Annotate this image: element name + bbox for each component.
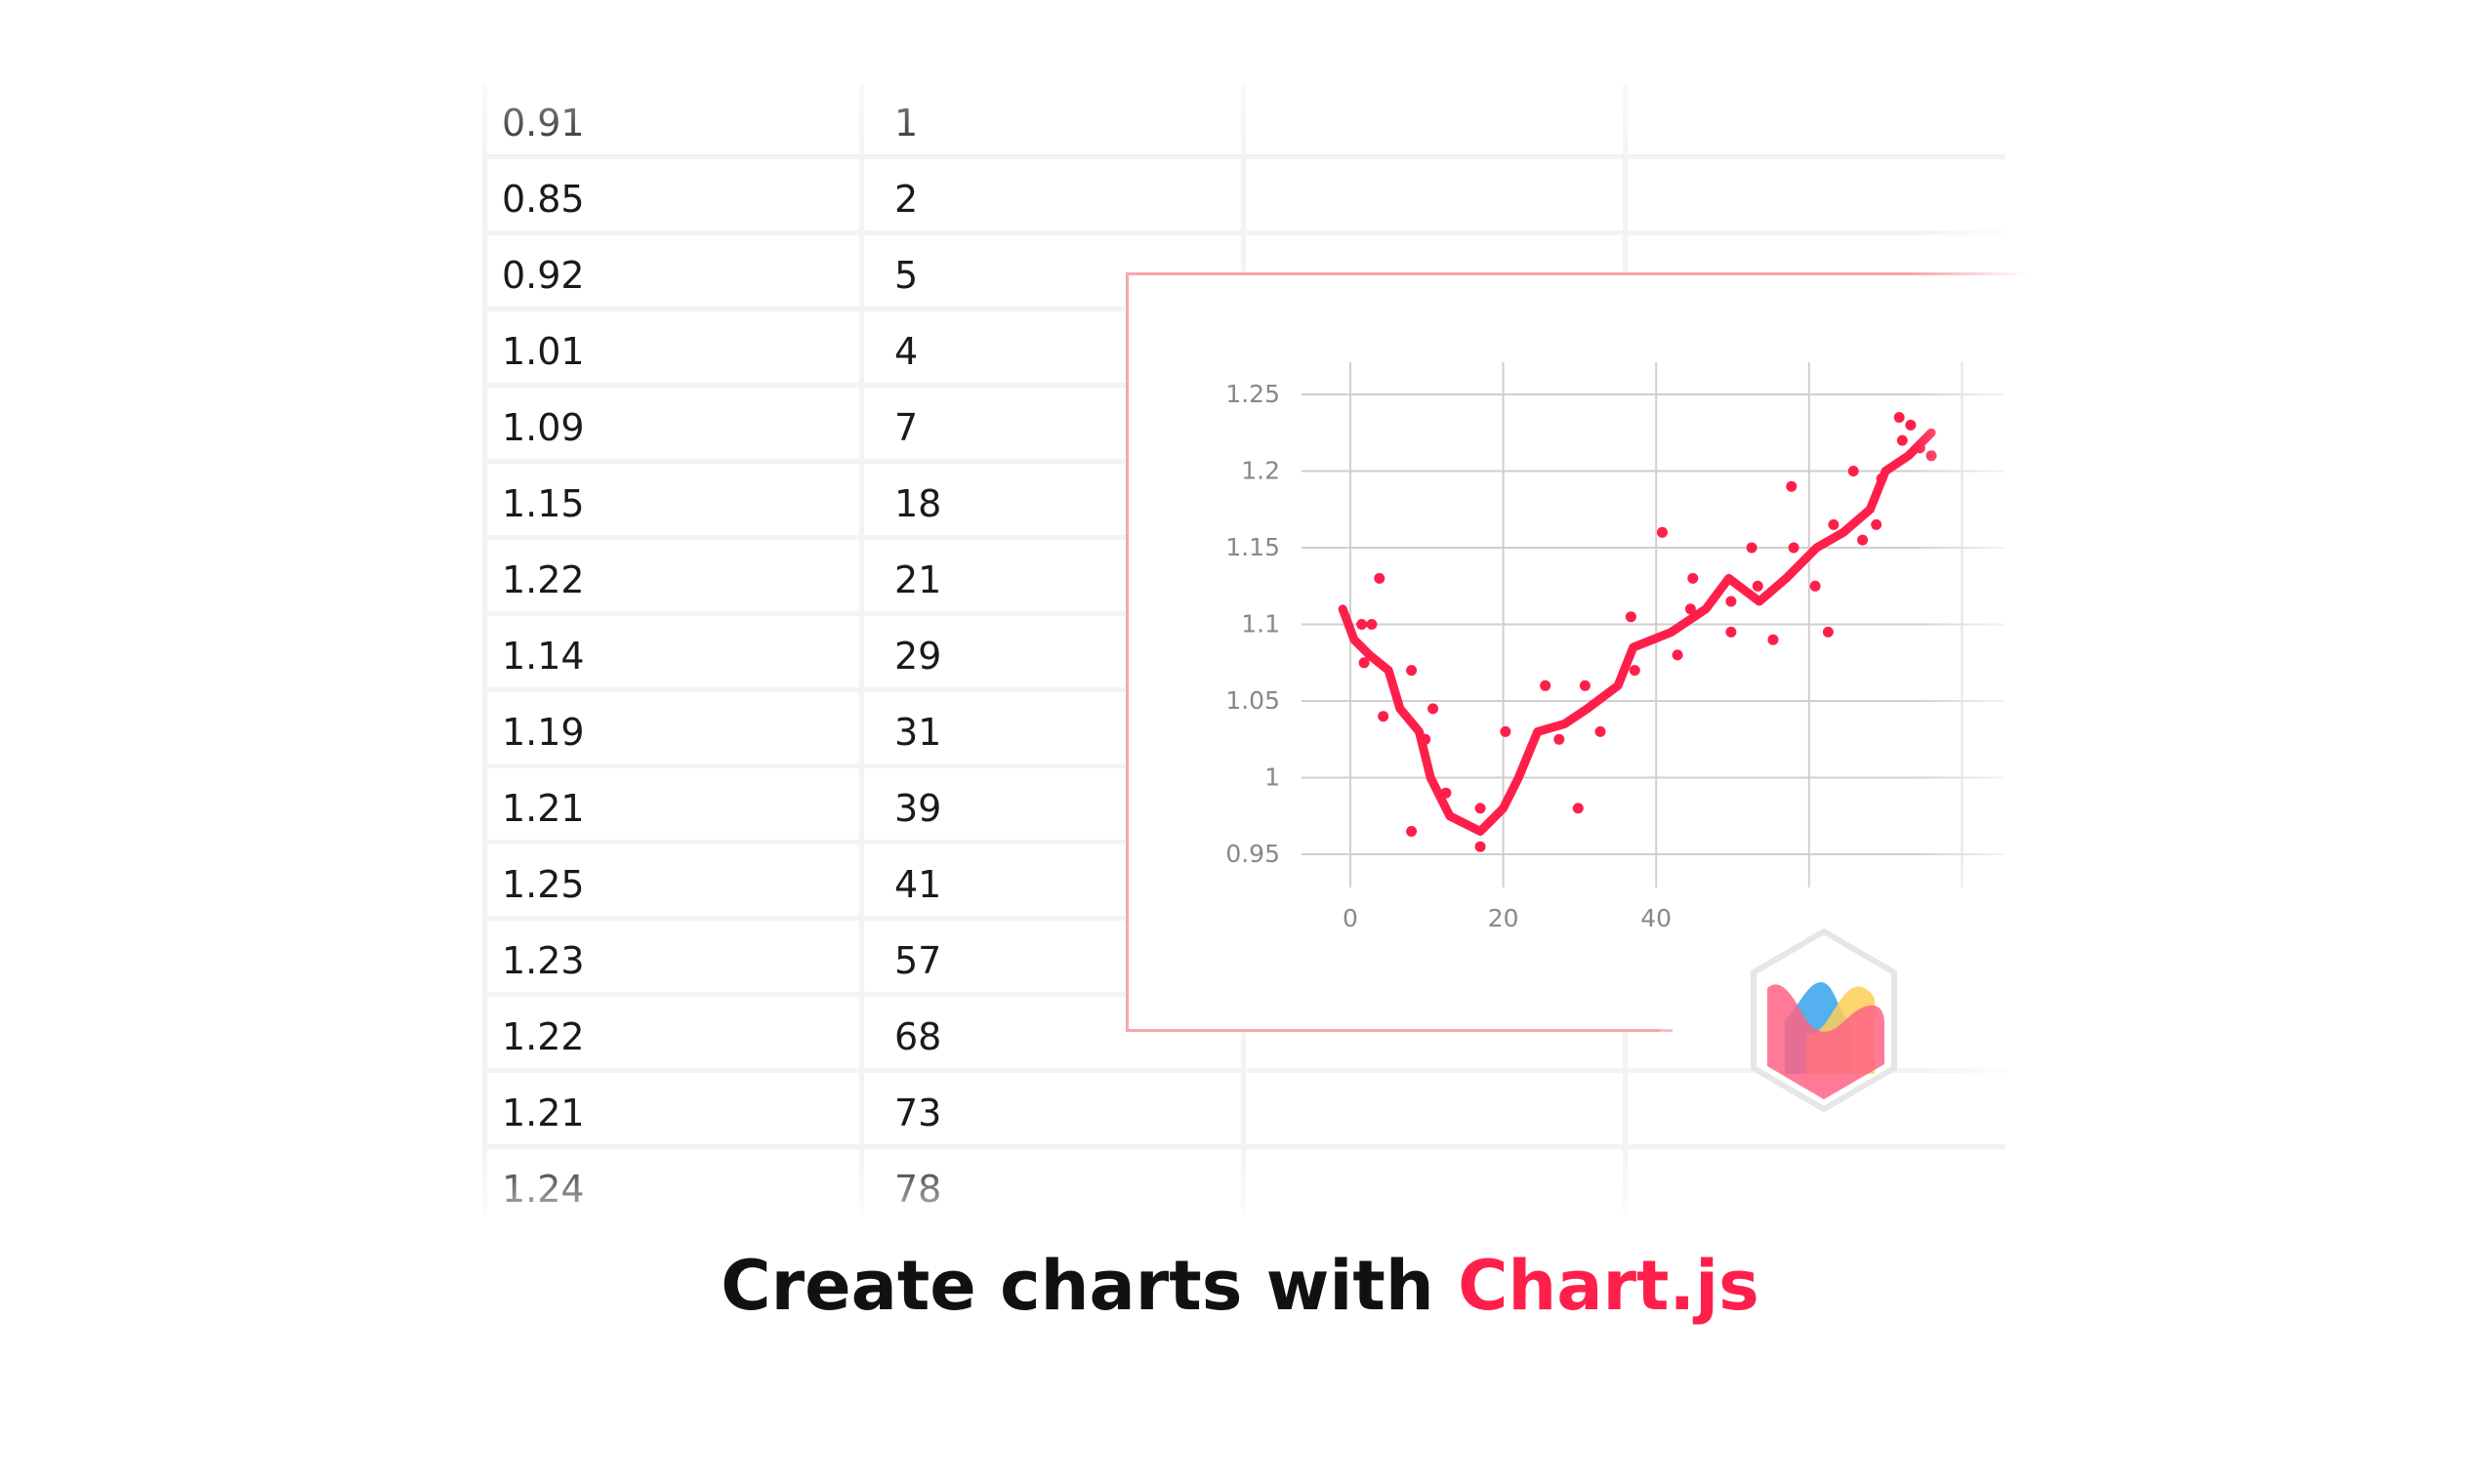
- table-row: 1.21 73: [482, 1073, 2005, 1149]
- data-point: [1366, 619, 1378, 630]
- trend-line: [1338, 428, 1936, 836]
- table-cell: 1.09: [502, 406, 585, 449]
- data-point: [1378, 711, 1389, 722]
- data-point: [1474, 841, 1486, 852]
- table-cell: 5: [894, 254, 919, 297]
- table-cell: 31: [894, 711, 942, 754]
- table-cell: 7: [894, 406, 919, 449]
- table-row: 0.85 2: [482, 159, 2005, 235]
- data-point: [1406, 665, 1418, 677]
- data-point: [1553, 733, 1565, 745]
- table-cell: 21: [894, 558, 942, 601]
- data-point: [1672, 649, 1683, 661]
- table-cell: 1.25: [502, 863, 585, 906]
- data-point: [1420, 733, 1431, 745]
- table-cell: 0.91: [502, 102, 585, 144]
- data-point: [1572, 803, 1584, 814]
- data-point: [1857, 534, 1869, 546]
- data-point: [1684, 603, 1696, 615]
- data-point: [1500, 725, 1511, 737]
- data-point: [1356, 619, 1368, 630]
- y-tick-label: 1.2: [1241, 457, 1280, 485]
- data-point: [1406, 826, 1418, 837]
- data-point: [1374, 572, 1385, 584]
- table-cell: 1.21: [502, 1092, 585, 1134]
- caption-brand: Chart.js: [1458, 1246, 1759, 1326]
- table-cell: 1.01: [502, 330, 585, 373]
- column-divider: [859, 83, 864, 1216]
- caption-text: Create charts with: [721, 1246, 1459, 1326]
- data-point: [1474, 803, 1486, 814]
- data-point: [1625, 611, 1636, 623]
- data-point: [1896, 434, 1908, 446]
- data-point: [1752, 580, 1763, 592]
- table-cell: 1.24: [502, 1168, 585, 1211]
- data-point: [1629, 665, 1640, 677]
- table-cell: 68: [894, 1015, 942, 1058]
- table-row: 1.22 68: [482, 997, 2005, 1073]
- data-point: [1358, 657, 1370, 669]
- table-cell: 4: [894, 330, 919, 373]
- y-tick-label: 1.15: [1225, 533, 1280, 561]
- x-tick-label: 0: [1343, 904, 1358, 932]
- table-cell: 2: [894, 178, 919, 221]
- data-point: [1905, 419, 1917, 431]
- y-tick-label: 1: [1264, 763, 1280, 792]
- logo-wave-pink: [1767, 984, 1884, 1099]
- data-point: [1725, 626, 1737, 638]
- data-point: [1594, 725, 1606, 737]
- data-point: [1427, 703, 1439, 715]
- data-point: [1440, 787, 1452, 799]
- x-tick-label: 20: [1488, 904, 1519, 932]
- table-cell: 1: [894, 102, 919, 144]
- data-point: [1657, 526, 1668, 538]
- data-point: [1847, 466, 1859, 476]
- table-cell: 73: [894, 1092, 942, 1134]
- data-point: [1725, 596, 1737, 607]
- chartjs-logo-icon: [1751, 928, 1897, 1113]
- y-tick-label: 1.05: [1225, 686, 1280, 715]
- data-point: [1746, 542, 1757, 554]
- table-cell: 1.19: [502, 711, 585, 754]
- table-cell: 1.22: [502, 1015, 585, 1058]
- data-point: [1540, 680, 1551, 691]
- column-divider: [482, 83, 487, 1216]
- table-cell: 0.85: [502, 178, 585, 221]
- data-point: [1828, 518, 1839, 530]
- table-cell: 41: [894, 863, 942, 906]
- table-row: 0.91 1: [482, 83, 2005, 159]
- table-cell: 1.15: [502, 482, 585, 525]
- data-point: [1809, 580, 1821, 592]
- y-tick-label: 1.1: [1241, 610, 1280, 639]
- table-cell: 57: [894, 939, 942, 982]
- table-cell: 1.22: [502, 558, 585, 601]
- data-point: [1822, 626, 1834, 638]
- table-cell: 18: [894, 482, 942, 525]
- table-cell: 78: [894, 1168, 942, 1211]
- data-point: [1786, 480, 1798, 492]
- y-tick-label: 0.95: [1225, 840, 1280, 868]
- table-row: 1.24 78: [482, 1149, 2005, 1225]
- data-point: [1579, 680, 1591, 691]
- data-point: [1871, 518, 1882, 530]
- table-cell: 1.21: [502, 787, 585, 830]
- data-point: [1788, 542, 1799, 554]
- data-point: [1767, 634, 1779, 645]
- data-point: [1876, 473, 1887, 484]
- data-point: [1687, 572, 1699, 584]
- table-cell: 39: [894, 787, 942, 830]
- table-cell: 1.14: [502, 635, 585, 678]
- data-point: [1893, 412, 1905, 423]
- y-tick-label: 1.25: [1225, 380, 1280, 408]
- table-cell: 1.23: [502, 939, 585, 982]
- table-cell: 0.92: [502, 254, 585, 297]
- caption: Create charts with Chart.js: [0, 1252, 2480, 1320]
- table-cell: 29: [894, 635, 942, 678]
